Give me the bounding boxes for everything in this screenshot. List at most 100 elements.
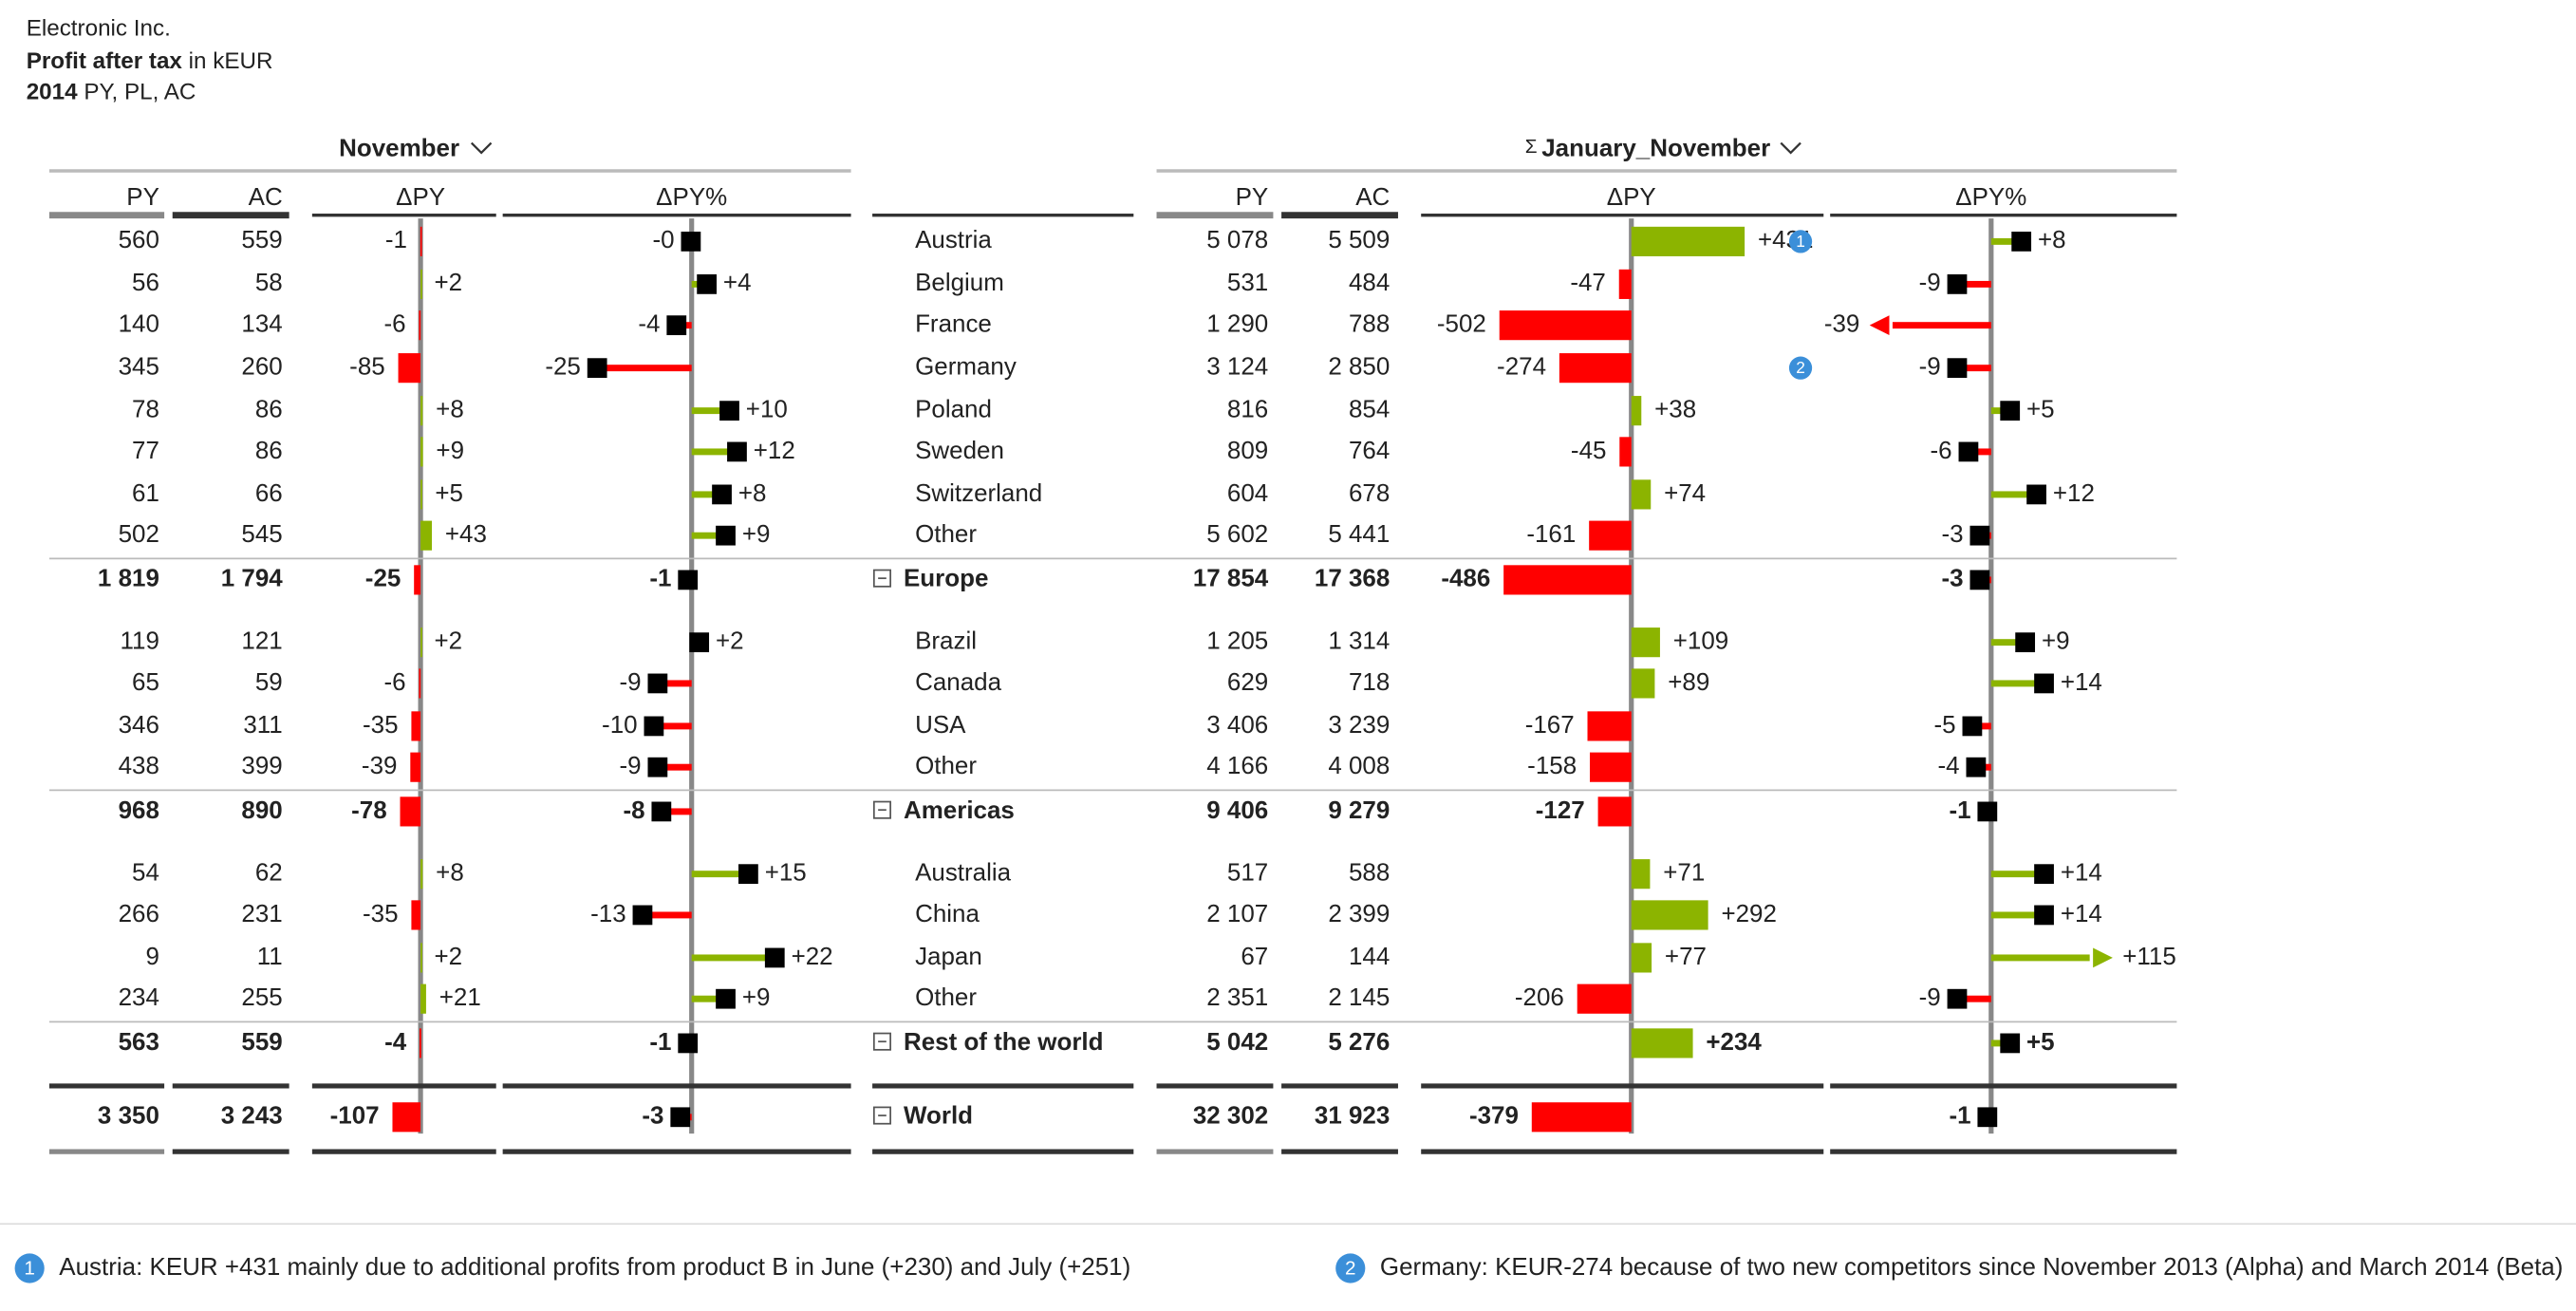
delta-pin-head [738, 864, 758, 885]
delta-label: +9 [436, 436, 464, 464]
py-value: 604 [1227, 478, 1268, 507]
delta-pin-head [712, 484, 732, 505]
delta-label: -502 [1437, 309, 1486, 338]
delta-pct-label: -6 [1931, 436, 1952, 464]
delta-pct-label: +14 [2061, 858, 2102, 887]
delta-bar [1587, 711, 1632, 741]
company: Electronic Inc. [27, 16, 171, 42]
delta-pin [691, 407, 730, 415]
note-marker [1788, 356, 1813, 380]
column-header: ΔPY% [1955, 182, 2026, 211]
delta-pin-head [678, 570, 699, 590]
group-title[interactable]: November [339, 133, 459, 161]
column-header: ΔPY [1607, 182, 1656, 211]
ac-value: 4 008 [1328, 751, 1390, 779]
unit: in kEUR [189, 48, 273, 74]
delta-label: -486 [1441, 564, 1490, 592]
delta-pct-label: +115 [2122, 942, 2176, 970]
delta-bar [420, 437, 423, 467]
ac-value: 2 145 [1328, 983, 1390, 1011]
delta-pct-label: -13 [590, 899, 626, 927]
py-value: 502 [119, 519, 159, 548]
ac-value: 5 276 [1328, 1027, 1390, 1056]
delta-pin-head [689, 632, 710, 653]
delta-label: -6 [384, 667, 406, 696]
overflow-arrow [2093, 947, 2113, 968]
group-title[interactable]: January_November [1541, 133, 1770, 161]
py-value: 1 205 [1206, 627, 1268, 655]
py-value: 2 107 [1206, 899, 1268, 927]
delta-label: -39 [362, 751, 398, 779]
delta-pin-head [647, 757, 668, 777]
delta-bar [1631, 668, 1655, 699]
ac-value: 11 [257, 942, 283, 970]
collapse-icon [872, 1032, 891, 1051]
py-value: 78 [132, 395, 159, 423]
collapse-icon [872, 800, 891, 819]
delta-pin [597, 365, 692, 372]
row-label: Other [915, 983, 977, 1011]
delta-bar [1531, 1102, 1632, 1133]
delta-bar [398, 353, 421, 384]
footnote-number: 1 [24, 1257, 35, 1279]
py-value: 968 [119, 796, 159, 824]
ac-value: 678 [1349, 478, 1390, 507]
delta-pin [1956, 995, 1991, 1002]
delta-pin [1990, 911, 2044, 919]
delta-bar [420, 269, 422, 299]
ac-value: 86 [255, 436, 283, 464]
row-label: Europe [904, 564, 988, 592]
ac-value: 3 243 [221, 1101, 283, 1130]
delta-pct-label: -1 [1949, 796, 1970, 824]
ac-value: 231 [241, 899, 282, 927]
delta-pin-head [647, 673, 668, 694]
delta-pct-label: -9 [619, 751, 641, 779]
row-label: USA [915, 710, 966, 739]
row-label: Poland [915, 395, 992, 423]
delta-pin-head [716, 988, 736, 1009]
delta-pct-label: +22 [792, 942, 833, 970]
delta-label: +8 [436, 858, 464, 887]
footnote-marker [14, 1253, 45, 1283]
column-header: ΔPY [396, 182, 445, 211]
ac-value: 66 [255, 478, 283, 507]
delta-pin-head [719, 401, 739, 421]
delta-pin [1990, 491, 2037, 498]
dropdown-chevron[interactable] [1780, 141, 1801, 155]
delta-label: -45 [1571, 436, 1607, 464]
row-label: Brazil [915, 627, 977, 655]
column-header: AC [249, 182, 283, 211]
ac-value: 1 314 [1328, 627, 1390, 655]
delta-pct-label: +14 [2061, 899, 2102, 927]
py-value: 563 [119, 1027, 159, 1056]
delta-bar [420, 859, 423, 890]
delta-label: +74 [1664, 478, 1706, 507]
delta-bar [411, 900, 421, 930]
row-label: World [904, 1101, 973, 1130]
delta-pin-head [651, 801, 672, 822]
ac-value: 854 [1349, 395, 1390, 423]
py-value: 438 [119, 751, 159, 779]
delta-pct-label: -5 [1934, 710, 1956, 739]
delta-pct-label: -0 [653, 225, 675, 253]
column-header: PY [126, 182, 159, 211]
scenarios: PY, PL, AC [84, 80, 196, 105]
delta-pin-head [670, 1107, 691, 1128]
delta-pct-label: -9 [1919, 983, 1941, 1011]
py-value: 3 124 [1206, 352, 1268, 381]
delta-pct-label: -25 [545, 352, 581, 381]
row-label: Sweden [915, 436, 1004, 464]
delta-bar [419, 1028, 421, 1058]
delta-pin-head [764, 947, 785, 968]
row-label: Canada [915, 667, 1001, 696]
py-value: 234 [119, 983, 159, 1011]
ac-value: 764 [1349, 436, 1390, 464]
dropdown-chevron[interactable] [470, 141, 493, 155]
ac-value: 121 [241, 627, 282, 655]
row-label: Japan [915, 942, 982, 970]
delta-bar [400, 796, 421, 827]
ac-value: 559 [241, 225, 282, 253]
delta-pct-label: +12 [754, 436, 795, 464]
py-value: 3 350 [98, 1101, 159, 1130]
delta-pin-head [678, 1033, 699, 1054]
